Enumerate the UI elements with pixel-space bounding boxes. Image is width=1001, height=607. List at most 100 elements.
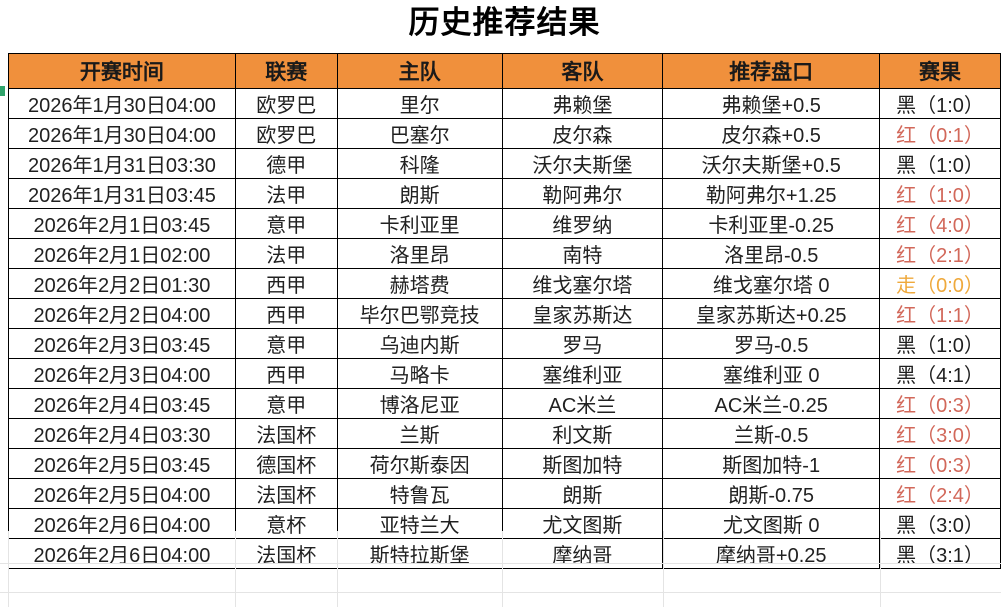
cell-league[interactable]: 意甲 bbox=[234, 328, 338, 359]
cell-away[interactable]: 朗斯 bbox=[501, 478, 664, 509]
cell-away[interactable]: 皇家苏斯达 bbox=[501, 298, 664, 329]
cell-home[interactable]: 亚特兰大 bbox=[336, 508, 503, 539]
cell-away[interactable]: 勒阿弗尔 bbox=[501, 178, 664, 209]
cell-time[interactable]: 2026年1月30日04:00 bbox=[8, 118, 236, 149]
cell-league[interactable]: 德甲 bbox=[234, 148, 338, 179]
cell-time[interactable]: 2026年1月31日03:30 bbox=[8, 148, 236, 179]
cell-handicap[interactable]: 塞维利亚 0 bbox=[662, 358, 881, 389]
cell-away[interactable]: 斯图加特 bbox=[501, 448, 664, 479]
cell-handicap[interactable]: 摩纳哥+0.25 bbox=[662, 538, 881, 569]
cell-result[interactable]: 红（0:3） bbox=[879, 388, 1001, 419]
cell-time[interactable]: 2026年2月1日02:00 bbox=[8, 238, 236, 269]
cell-handicap[interactable]: 皇家苏斯达+0.25 bbox=[662, 298, 881, 329]
cell-home[interactable]: 里尔 bbox=[336, 88, 503, 119]
cell-league[interactable]: 西甲 bbox=[234, 298, 338, 329]
cell-handicap[interactable]: 尤文图斯 0 bbox=[662, 508, 881, 539]
cell-result[interactable]: 红（4:0） bbox=[879, 208, 1001, 239]
cell-league[interactable]: 法甲 bbox=[234, 238, 338, 269]
cell-result[interactable]: 红（0:3） bbox=[879, 448, 1001, 479]
cell-away[interactable]: 塞维利亚 bbox=[501, 358, 664, 389]
cell-handicap[interactable]: 兰斯-0.5 bbox=[662, 418, 881, 449]
cell-time[interactable]: 2026年2月3日03:45 bbox=[8, 328, 236, 359]
column-header-league[interactable]: 联赛 bbox=[234, 53, 338, 89]
cell-handicap[interactable]: 沃尔夫斯堡+0.5 bbox=[662, 148, 881, 179]
cell-home[interactable]: 乌迪内斯 bbox=[336, 328, 503, 359]
cell-handicap[interactable]: 皮尔森+0.5 bbox=[662, 118, 881, 149]
cell-handicap[interactable]: 卡利亚里-0.25 bbox=[662, 208, 881, 239]
cell-handicap[interactable]: 洛里昂-0.5 bbox=[662, 238, 881, 269]
cell-handicap[interactable]: AC米兰-0.25 bbox=[662, 388, 881, 419]
cell-home[interactable]: 特鲁瓦 bbox=[336, 478, 503, 509]
cell-time[interactable]: 2026年1月30日04:00 bbox=[8, 88, 236, 119]
cell-league[interactable]: 德国杯 bbox=[234, 448, 338, 479]
cell-result[interactable]: 红（2:1） bbox=[879, 238, 1001, 269]
cell-home[interactable]: 斯特拉斯堡 bbox=[336, 538, 503, 569]
cell-away[interactable]: 维罗纳 bbox=[501, 208, 664, 239]
cell-league[interactable]: 西甲 bbox=[234, 268, 338, 299]
cell-home[interactable]: 巴塞尔 bbox=[336, 118, 503, 149]
column-header-time[interactable]: 开赛时间 bbox=[8, 53, 236, 89]
cell-result[interactable]: 红（1:1） bbox=[879, 298, 1001, 329]
cell-result[interactable]: 黑（1:0） bbox=[879, 148, 1001, 179]
cell-time[interactable]: 2026年2月2日01:30 bbox=[8, 268, 236, 299]
cell-away[interactable]: 沃尔夫斯堡 bbox=[501, 148, 664, 179]
cell-home[interactable]: 卡利亚里 bbox=[336, 208, 503, 239]
column-header-handicap[interactable]: 推荐盘口 bbox=[662, 53, 881, 89]
cell-result[interactable]: 红（2:4） bbox=[879, 478, 1001, 509]
cell-handicap[interactable]: 罗马-0.5 bbox=[662, 328, 881, 359]
cell-league[interactable]: 法国杯 bbox=[234, 538, 338, 569]
cell-result[interactable]: 黑（3:0） bbox=[879, 508, 1001, 539]
cell-home[interactable]: 科隆 bbox=[336, 148, 503, 179]
cell-time[interactable]: 2026年2月2日04:00 bbox=[8, 298, 236, 329]
cell-league[interactable]: 西甲 bbox=[234, 358, 338, 389]
cell-league[interactable]: 意甲 bbox=[234, 208, 338, 239]
cell-time[interactable]: 2026年1月31日03:45 bbox=[8, 178, 236, 209]
cell-away[interactable]: 摩纳哥 bbox=[501, 538, 664, 569]
cell-league[interactable]: 法国杯 bbox=[234, 478, 338, 509]
cell-away[interactable]: 弗赖堡 bbox=[501, 88, 664, 119]
cell-time[interactable]: 2026年2月3日04:00 bbox=[8, 358, 236, 389]
cell-home[interactable]: 朗斯 bbox=[336, 178, 503, 209]
cell-result[interactable]: 黑（3:1） bbox=[879, 538, 1001, 569]
cell-time[interactable]: 2026年2月6日04:00 bbox=[8, 508, 236, 539]
cell-time[interactable]: 2026年2月6日04:00 bbox=[8, 538, 236, 569]
cell-handicap[interactable]: 维戈塞尔塔 0 bbox=[662, 268, 881, 299]
cell-away[interactable]: 利文斯 bbox=[501, 418, 664, 449]
cell-league[interactable]: 意杯 bbox=[234, 508, 338, 539]
cell-league[interactable]: 意甲 bbox=[234, 388, 338, 419]
cell-home[interactable]: 马略卡 bbox=[336, 358, 503, 389]
cell-handicap[interactable]: 斯图加特-1 bbox=[662, 448, 881, 479]
cell-result[interactable]: 红（0:1） bbox=[879, 118, 1001, 149]
cell-away[interactable]: 南特 bbox=[501, 238, 664, 269]
cell-home[interactable]: 荷尔斯泰因 bbox=[336, 448, 503, 479]
cell-handicap[interactable]: 勒阿弗尔+1.25 bbox=[662, 178, 881, 209]
cell-time[interactable]: 2026年2月4日03:45 bbox=[8, 388, 236, 419]
column-header-away[interactable]: 客队 bbox=[501, 53, 664, 89]
cell-away[interactable]: 皮尔森 bbox=[501, 118, 664, 149]
cell-time[interactable]: 2026年2月1日03:45 bbox=[8, 208, 236, 239]
cell-home[interactable]: 毕尔巴鄂竞技 bbox=[336, 298, 503, 329]
cell-home[interactable]: 赫塔费 bbox=[336, 268, 503, 299]
cell-time[interactable]: 2026年2月5日03:45 bbox=[8, 448, 236, 479]
cell-league[interactable]: 欧罗巴 bbox=[234, 118, 338, 149]
cell-time[interactable]: 2026年2月5日04:00 bbox=[8, 478, 236, 509]
cell-home[interactable]: 博洛尼亚 bbox=[336, 388, 503, 419]
cell-league[interactable]: 法甲 bbox=[234, 178, 338, 209]
cell-home[interactable]: 兰斯 bbox=[336, 418, 503, 449]
cell-away[interactable]: 尤文图斯 bbox=[501, 508, 664, 539]
cell-result[interactable]: 黑（1:0） bbox=[879, 328, 1001, 359]
cell-handicap[interactable]: 弗赖堡+0.5 bbox=[662, 88, 881, 119]
cell-league[interactable]: 欧罗巴 bbox=[234, 88, 338, 119]
cell-result[interactable]: 黑（4:1） bbox=[879, 358, 1001, 389]
cell-time[interactable]: 2026年2月4日03:30 bbox=[8, 418, 236, 449]
cell-away[interactable]: 维戈塞尔塔 bbox=[501, 268, 664, 299]
cell-away[interactable]: 罗马 bbox=[501, 328, 664, 359]
cell-away[interactable]: AC米兰 bbox=[501, 388, 664, 419]
cell-league[interactable]: 法国杯 bbox=[234, 418, 338, 449]
column-header-home[interactable]: 主队 bbox=[336, 53, 503, 89]
cell-result[interactable]: 红（1:0） bbox=[879, 178, 1001, 209]
cell-result[interactable]: 红（3:0） bbox=[879, 418, 1001, 449]
cell-result[interactable]: 黑（1:0） bbox=[879, 88, 1001, 119]
cell-handicap[interactable]: 朗斯-0.75 bbox=[662, 478, 881, 509]
cell-home[interactable]: 洛里昂 bbox=[336, 238, 503, 269]
